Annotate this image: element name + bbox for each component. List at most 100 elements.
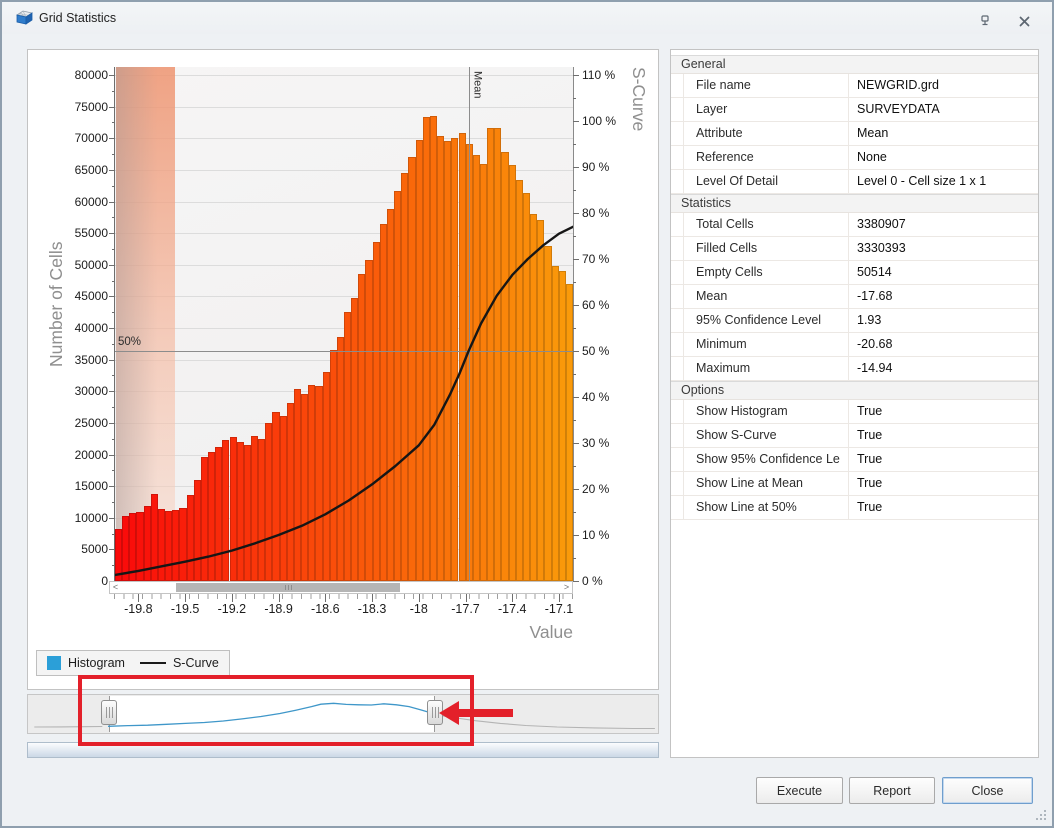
property-row[interactable]: Show 95% Confidence Le True [671, 448, 1038, 472]
y-right-tick [573, 397, 579, 398]
y-left-tick [109, 138, 115, 140]
property-value[interactable]: NEWGRID.grd [857, 78, 939, 92]
x-minor-ticks [114, 594, 573, 599]
histogram-bar [222, 440, 230, 581]
x-axis-title: Value [529, 622, 573, 642]
x-tick-label: -19.8 [124, 602, 153, 616]
property-label: Show S-Curve [684, 424, 849, 447]
histogram-bar [150, 493, 158, 581]
y-left-minor-tick [112, 501, 115, 503]
y-left-tick-label: 15000 [74, 479, 108, 494]
property-value[interactable]: True [857, 476, 883, 490]
property-value[interactable]: -14.94 [857, 361, 893, 375]
property-value[interactable]: 1.93 [857, 313, 882, 327]
property-value[interactable]: Level 0 - Cell size 1 x 1 [857, 174, 987, 188]
property-value[interactable]: Mean [857, 126, 889, 140]
histogram-bar [365, 260, 373, 581]
property-category-row[interactable]: Statistics [671, 194, 1038, 213]
histogram-bar [179, 508, 187, 581]
property-row[interactable]: Level Of Detail Level 0 - Cell size 1 x 1 [671, 170, 1038, 194]
property-label: Mean [684, 285, 849, 308]
property-value[interactable]: 50514 [857, 265, 892, 279]
histogram-bar [558, 271, 566, 581]
property-row[interactable]: Total Cells 3380907 [671, 213, 1038, 237]
range-selected-window[interactable] [109, 696, 436, 732]
property-row[interactable]: Show Line at 50% True [671, 496, 1038, 520]
y-left-minor-tick [112, 438, 115, 440]
property-row[interactable]: Show Line at Mean True [671, 472, 1038, 496]
property-label: Show Line at 50% [684, 496, 849, 519]
histogram-bar [522, 193, 531, 581]
histogram-bar [293, 388, 302, 581]
property-value[interactable]: True [857, 452, 883, 466]
property-label: Show Line at Mean [684, 472, 849, 495]
range-handle-right[interactable] [427, 700, 444, 725]
y-axis-title-right: S-Curve [629, 67, 649, 132]
property-value[interactable]: True [857, 428, 883, 442]
property-row[interactable]: Maximum -14.94 [671, 357, 1038, 381]
property-row[interactable]: Show S-Curve True [671, 424, 1038, 448]
y-right-tick [573, 75, 579, 76]
range-selector-strip[interactable] [27, 694, 659, 734]
property-row[interactable]: Empty Cells 50514 [671, 261, 1038, 285]
histogram-bar [129, 512, 137, 581]
close-icon[interactable] [1014, 12, 1034, 30]
y-left-tick [109, 486, 115, 488]
gridline [115, 169, 573, 171]
histogram-bar [379, 224, 387, 581]
resize-grip[interactable] [1034, 808, 1046, 820]
property-row[interactable]: Mean -17.68 [671, 285, 1038, 309]
x-major-tick [558, 594, 560, 602]
histogram-bar [551, 266, 559, 581]
property-value[interactable]: True [857, 404, 883, 418]
y-left-tick-label: 0 [101, 574, 108, 588]
execute-button[interactable]: Execute [756, 777, 843, 804]
range-handle-left[interactable] [101, 700, 117, 725]
x-tick-label: -19.5 [170, 602, 200, 616]
histogram-bar [358, 273, 366, 581]
histogram-bar [494, 128, 502, 581]
histogram-bar [336, 336, 344, 581]
y-left-tick-label: 45000 [74, 289, 108, 304]
pin-icon[interactable] [974, 12, 994, 30]
x-major-tick [185, 594, 187, 602]
y-left-minor-tick [112, 185, 115, 187]
chart-horizontal-scrollbar[interactable]: < > [109, 581, 573, 594]
property-value[interactable]: -17.68 [857, 289, 893, 303]
property-value[interactable]: 3330393 [857, 241, 906, 255]
scrollbar-right-arrow-icon[interactable]: > [563, 582, 570, 592]
histogram-bar [422, 117, 430, 581]
scrollbar-thumb[interactable] [176, 583, 401, 592]
property-value[interactable]: None [857, 150, 887, 164]
close-button[interactable]: Close [942, 777, 1033, 804]
property-row[interactable]: 95% Confidence Level 1.93 [671, 309, 1038, 333]
property-value[interactable]: 3380907 [857, 217, 906, 231]
property-category-row[interactable]: General [671, 55, 1038, 74]
property-category-row[interactable]: Options [671, 381, 1038, 400]
y-left-tick [109, 264, 115, 266]
property-row[interactable]: Minimum -20.68 [671, 333, 1038, 357]
property-label: File name [684, 74, 849, 97]
property-row[interactable]: Attribute Mean [671, 122, 1038, 146]
fifty-percent-label: 50% [118, 336, 142, 348]
property-row[interactable]: Filled Cells 3330393 [671, 237, 1038, 261]
histogram-bar [236, 441, 244, 581]
collapsed-splitter-bar[interactable] [27, 742, 659, 758]
property-row-gutter [671, 448, 684, 471]
scrollbar-left-arrow-icon[interactable]: < [112, 582, 119, 592]
y-right-tick-label: 20 % [582, 482, 610, 496]
y-left-tick-label: 75000 [74, 99, 108, 114]
property-row[interactable]: Reference None [671, 146, 1038, 170]
property-value[interactable]: True [857, 500, 883, 514]
property-row[interactable]: Layer SURVEYDATA [671, 98, 1038, 122]
property-row[interactable]: File name NEWGRID.grd [671, 74, 1038, 98]
property-value[interactable]: -20.68 [857, 337, 893, 351]
property-row[interactable]: Show Histogram True [671, 400, 1038, 424]
report-button[interactable]: Report [849, 777, 935, 804]
histogram-bar [229, 436, 237, 581]
property-value[interactable]: SURVEYDATA [857, 102, 940, 116]
thumb-grip-icon [288, 585, 290, 590]
property-row-gutter [671, 122, 684, 145]
property-row-gutter [671, 146, 684, 169]
